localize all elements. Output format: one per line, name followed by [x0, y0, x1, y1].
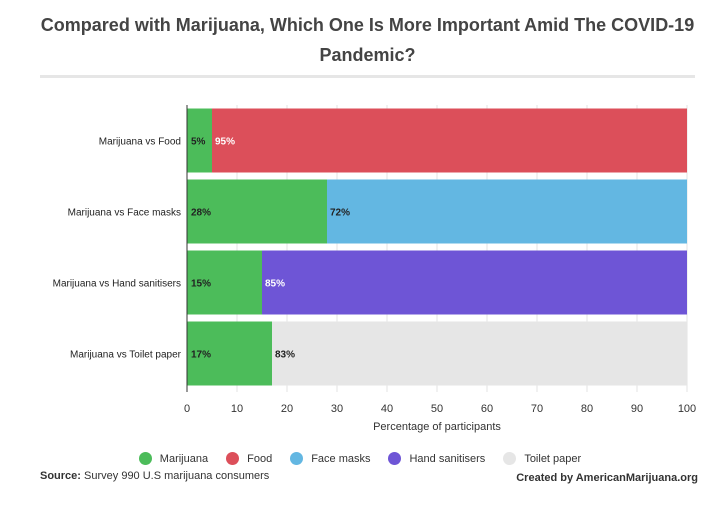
legend-swatch [503, 452, 517, 465]
legend-label: Food [247, 452, 273, 465]
bar-segment-hand-sanitisers [262, 250, 687, 315]
x-tick-label: 30 [331, 403, 343, 415]
x-tick-label: 50 [431, 403, 443, 415]
source-text: Survey 990 U.S marijuana consumers [84, 470, 270, 482]
chart-title: Compared with Marijuana, Which One Is Mo… [40, 15, 695, 65]
legend-item: Hand sanitisers [388, 452, 485, 465]
legend-label: Hand sanitisers [409, 452, 486, 465]
data-label: 72% [330, 208, 350, 219]
category-label: Marijuana vs Face masks [68, 208, 181, 219]
legend-swatch [226, 452, 240, 465]
source-label: Source: [40, 470, 81, 482]
x-tick-label: 10 [231, 403, 243, 415]
category-label: Marijuana vs Toilet paper [70, 350, 182, 361]
data-label: 85% [265, 279, 285, 290]
category-label: Marijuana vs Food [99, 137, 181, 148]
data-label: 28% [191, 208, 211, 219]
bar-segment-marijuana [187, 108, 212, 173]
legend-label: Face masks [311, 452, 371, 465]
data-label: 15% [191, 279, 211, 290]
bar-segment-toilet-paper [272, 321, 687, 386]
legend-swatch [290, 452, 304, 465]
source-note: Source: Survey 990 U.S marijuana consume… [40, 470, 269, 482]
data-label: 5% [191, 137, 206, 148]
bar-segment-food [212, 108, 687, 173]
data-label: 17% [191, 350, 211, 361]
title-divider [40, 75, 695, 78]
category-label: Marijuana vs Hand sanitisers [53, 279, 181, 290]
legend-swatch [138, 452, 152, 465]
chart-legend: Marijuana Food Face masks Hand sanitisers To… [0, 452, 720, 465]
x-tick-label: 0 [184, 403, 190, 415]
data-label: 83% [275, 350, 295, 361]
bar-chart: Marijuana vs Food 5% 95% Marijuana vs Face … [53, 105, 696, 433]
x-tick-label: 60 [481, 403, 493, 415]
bar-segment-marijuana [187, 321, 272, 386]
x-tick-label: 70 [531, 403, 543, 415]
legend-item: Marijuana [138, 452, 209, 465]
x-tick-label: 100 [678, 403, 696, 415]
x-tick-label: 90 [631, 403, 643, 415]
x-tick-label: 20 [281, 403, 293, 415]
x-axis-title: Percentage of participants [373, 421, 501, 433]
data-label: 95% [215, 137, 235, 148]
legend-label: Toilet paper [524, 452, 582, 465]
legend-item: Face masks [290, 452, 370, 465]
x-tick-label: 80 [581, 403, 593, 415]
legend-item: Toilet paper [503, 452, 581, 465]
x-tick-label: 40 [381, 403, 393, 415]
legend-label: Marijuana [159, 452, 209, 465]
bar-segment-marijuana [187, 250, 262, 315]
bar-segment-face-masks [327, 179, 687, 244]
bar-segment-marijuana [187, 179, 327, 244]
legend-swatch [388, 452, 402, 465]
legend-item: Food [226, 452, 272, 465]
credit-text: Created by AmericanMarijuana.org [516, 472, 698, 484]
